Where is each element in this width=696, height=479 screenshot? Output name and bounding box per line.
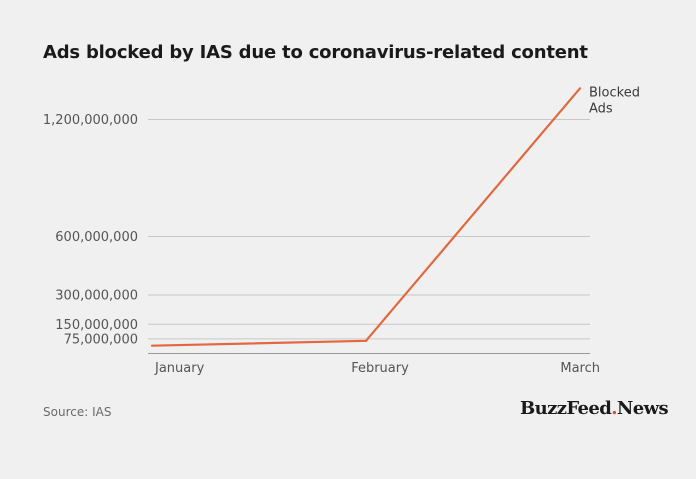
x-tick-label: March (560, 361, 600, 376)
buzzfeed-news-logo: BuzzFeed.News (520, 398, 669, 419)
y-tick-label: 300,000,000 (55, 289, 138, 304)
y-tick-label: 75,000,000 (64, 332, 138, 347)
y-tick-label: 600,000,000 (55, 230, 138, 245)
data-point (364, 339, 368, 342)
logo-text-news: News (616, 398, 669, 419)
x-tick-label: January (154, 361, 205, 376)
source-note: Source: IAS (43, 405, 112, 419)
y-tick-label: 150,000,000 (55, 318, 138, 333)
logo-dot: . (611, 398, 617, 419)
x-axis-ticks: January February March (154, 361, 600, 376)
series-label-line: Blocked (589, 85, 640, 100)
x-tick-label: February (351, 361, 409, 376)
logo-text-brand: BuzzFeed (520, 398, 612, 419)
series-label-line: Ads (589, 101, 613, 116)
series-label: Blocked Ads (589, 85, 640, 116)
data-point (578, 87, 582, 90)
series-layer: Blocked Ads (150, 85, 640, 347)
chart-title: Ads blocked by IAS due to coronavirus-re… (43, 42, 588, 63)
series-line (151, 87, 581, 347)
y-tick-label: 1,200,000,000 (43, 113, 138, 128)
data-point (150, 344, 154, 347)
